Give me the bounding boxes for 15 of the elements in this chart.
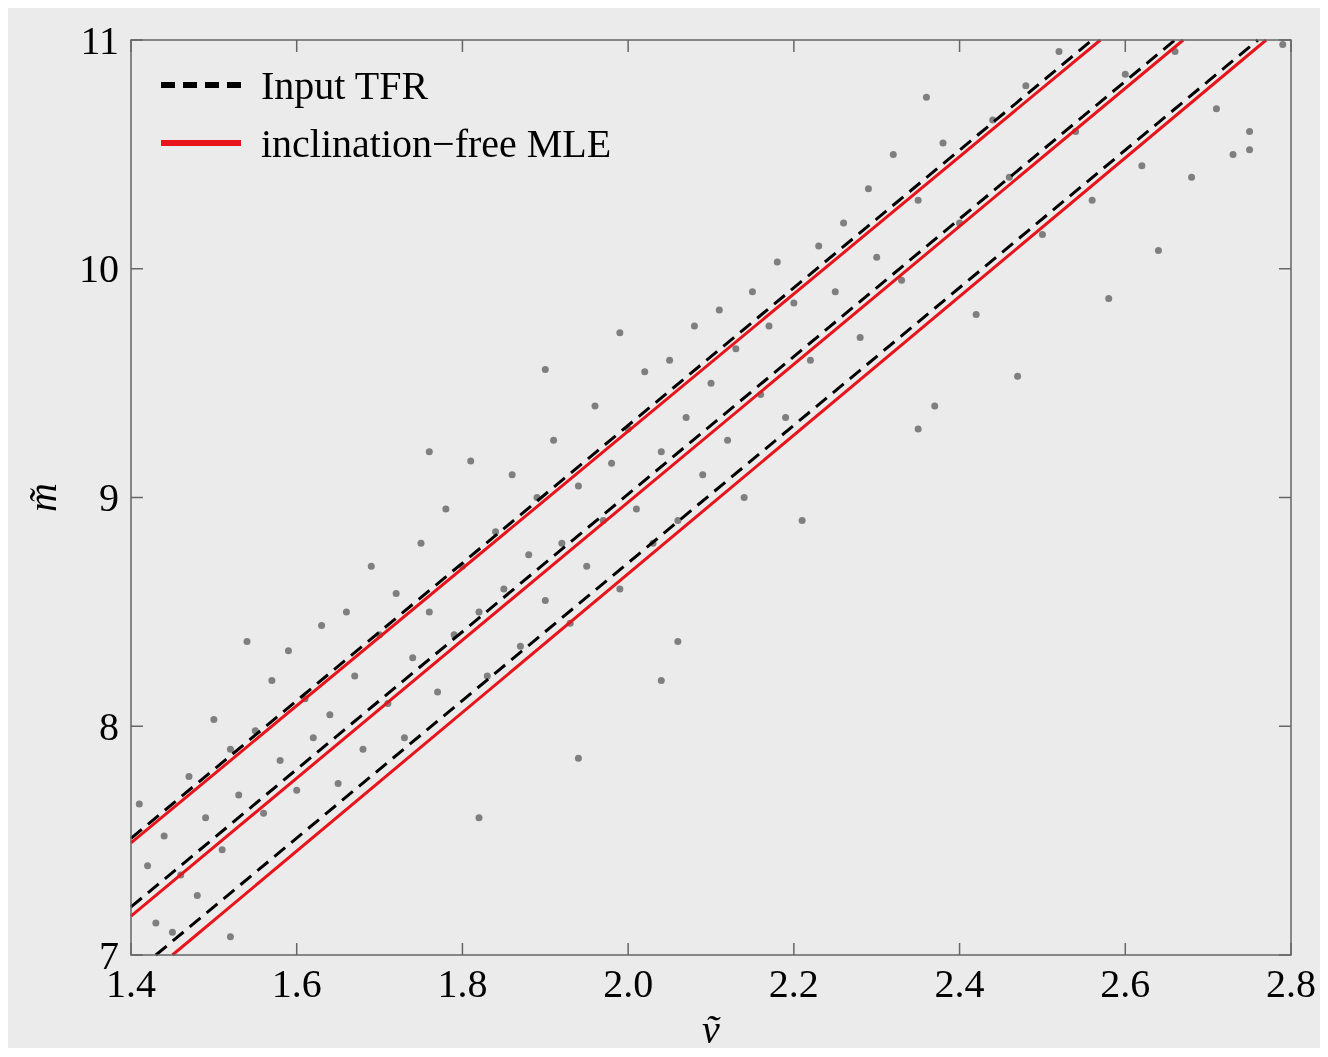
y-axis-title: m̃ <box>20 483 65 512</box>
legend-label: Input TFR <box>261 62 429 108</box>
x-tick-label: 2.0 <box>603 961 654 1006</box>
x-axis-title: ṽ <box>702 1007 722 1052</box>
y-tick-label: 10 <box>79 246 119 292</box>
y-tick-label: 9 <box>99 475 119 520</box>
legend-label: inclination−free MLE <box>261 120 612 166</box>
x-tick-label: 2.8 <box>1266 961 1316 1006</box>
x-tick-label: 2.2 <box>768 961 819 1006</box>
x-tick-label: 1.6 <box>271 961 322 1006</box>
x-tick-label: 2.6 <box>1100 961 1151 1006</box>
x-tick-label: 1.8 <box>437 961 488 1006</box>
y-tick-label: 11 <box>80 17 119 63</box>
y-tick-label: 8 <box>99 703 119 749</box>
x-tick-label: 2.4 <box>934 961 985 1006</box>
